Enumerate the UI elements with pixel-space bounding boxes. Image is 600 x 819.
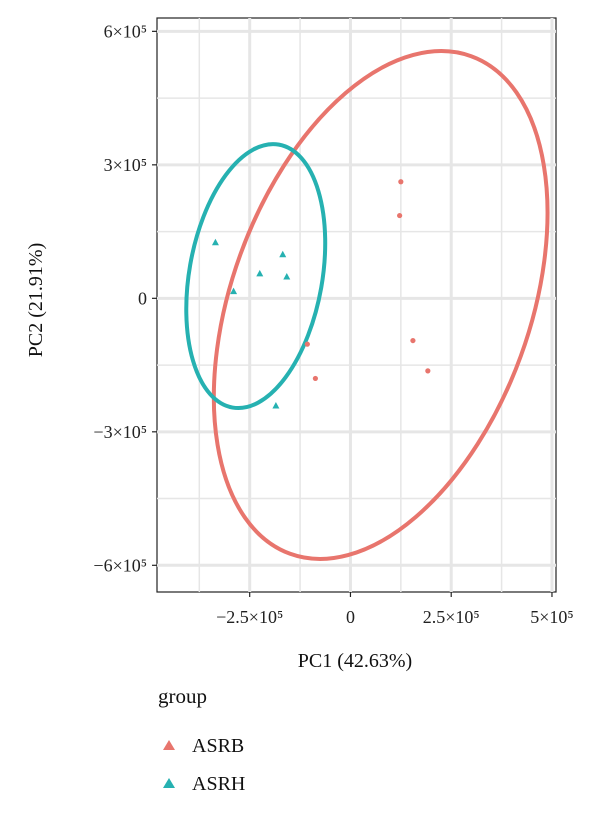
plot-panel xyxy=(156,17,557,593)
point-asrb xyxy=(312,375,318,382)
point-asrb xyxy=(397,212,403,219)
x-tick-label: 2.5×10⁵ xyxy=(423,607,480,627)
point-asrh xyxy=(283,272,291,280)
y-tick-label: 3×10⁵ xyxy=(104,155,147,175)
ellipse-asrb xyxy=(211,49,550,561)
pca-scatter-chart: −2.5×10⁵ 0 2.5×10⁵ 5×10⁵ 6×10⁵ 3×10⁵ 0 −3×10⁵ −… xyxy=(25,17,574,672)
grid-lines xyxy=(157,18,556,592)
legend-label-asrh: ASRH xyxy=(192,772,246,795)
x-tick-label: −2.5×10⁵ xyxy=(216,607,283,627)
point-asrh xyxy=(230,287,238,295)
asrh-triangle-icon xyxy=(158,776,180,792)
point-asrh xyxy=(272,402,280,409)
x-axis-title: PC1 (42.63%) xyxy=(298,650,412,672)
y-tick-label: 6×10⁵ xyxy=(104,21,147,41)
x-tick-label: 0 xyxy=(346,607,355,627)
point-asrh xyxy=(279,250,287,258)
y-tick-label: −3×10⁵ xyxy=(93,422,147,442)
ellipse-asrh xyxy=(184,142,328,411)
legend-item-asrb: ASRB xyxy=(158,727,245,765)
asrb-triangle-icon xyxy=(158,738,180,754)
y-tick-label: −6×10⁵ xyxy=(93,555,147,575)
y-axis-ticks: 6×10⁵ 3×10⁵ 0 −3×10⁵ −6×10⁵ xyxy=(93,21,157,575)
data-points xyxy=(211,179,431,409)
point-asrb xyxy=(410,337,416,344)
point-asrh xyxy=(211,238,219,246)
point-asrb xyxy=(398,179,404,185)
point-asrh xyxy=(256,269,264,277)
point-asrb xyxy=(304,341,310,347)
point-asrb xyxy=(425,368,431,374)
legend: group ASRB ASRH xyxy=(158,684,245,803)
x-axis-ticks: −2.5×10⁵ 0 2.5×10⁵ 5×10⁵ xyxy=(216,592,574,627)
y-tick-label: 0 xyxy=(138,288,147,308)
legend-item-asrh: ASRH xyxy=(158,765,245,803)
legend-label-asrb: ASRB xyxy=(192,734,245,757)
legend-title: group xyxy=(158,684,207,708)
y-axis-title: PC2 (21.91%) xyxy=(25,243,47,357)
confidence-ellipses xyxy=(184,49,550,561)
x-tick-label: 5×10⁵ xyxy=(530,607,573,627)
